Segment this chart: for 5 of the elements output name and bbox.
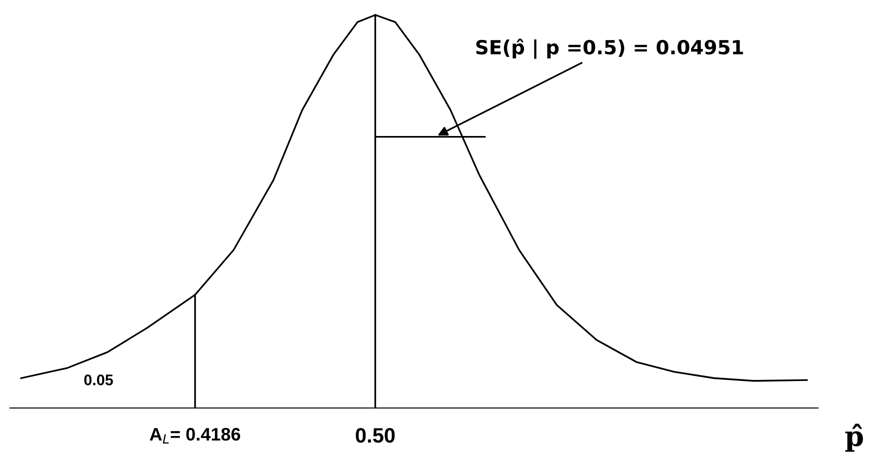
x-axis-title: p̂ — [845, 424, 863, 452]
annotation: SE(p̂ | p =0.5) = 0.04951 — [476, 38, 743, 59]
annotation: 0.05 — [84, 374, 113, 386]
x-tick-label: A$_{L}$= 0.4186 — [150, 428, 240, 444]
x-tick-label: 0.50 — [356, 428, 395, 443]
